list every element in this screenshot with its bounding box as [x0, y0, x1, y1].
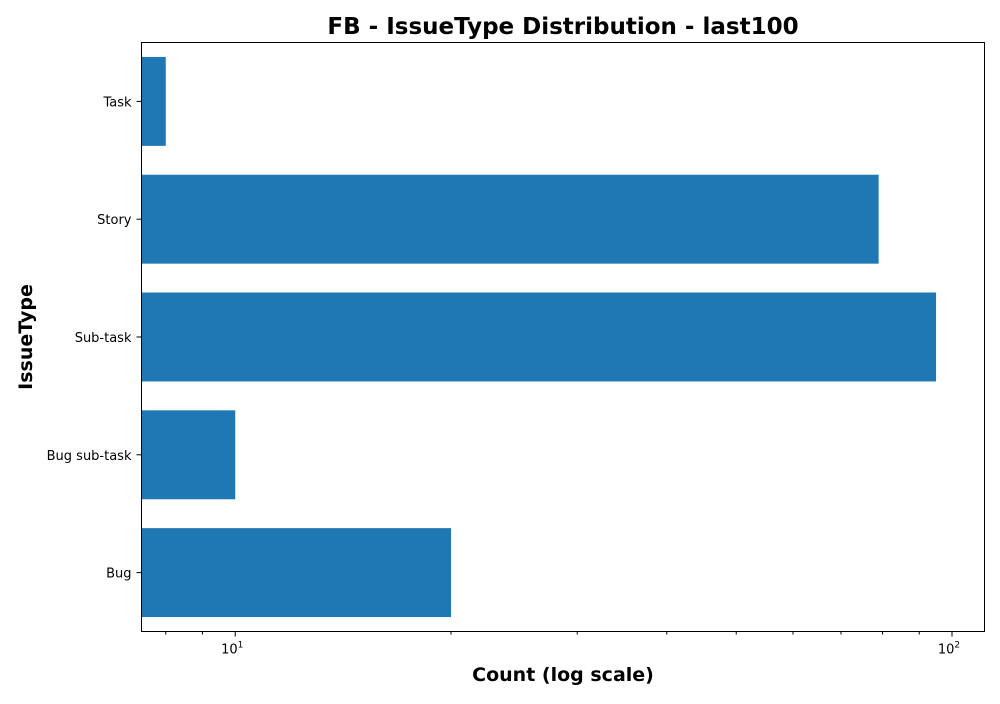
bar-bug-sub-task	[141, 410, 236, 500]
x-tick-label-exponent: 1	[238, 641, 244, 651]
chart-title: FB - IssueType Distribution - last100	[327, 14, 798, 40]
x-tick-label-base: 10	[221, 643, 238, 658]
x-tick-label-base: 10	[938, 643, 955, 658]
y-tick-label-story: Story	[97, 213, 132, 228]
bar-story	[141, 174, 879, 264]
y-tick-label-bug-sub-task: Bug sub-task	[47, 449, 132, 464]
y-tick-label-sub-task: Sub-task	[75, 331, 132, 346]
x-axis-label: Count (log scale)	[472, 664, 654, 686]
x-tick-label-exponent: 2	[954, 641, 960, 651]
bar-task	[141, 56, 166, 146]
y-axis-label: IssueType	[15, 284, 37, 390]
bar-sub-task	[141, 292, 937, 382]
bars-layer	[141, 56, 937, 618]
x-tick-label: 102	[938, 641, 960, 658]
y-axis-ticks: Bug Bug sub-task Sub-task Story Task	[47, 95, 142, 582]
bar-bug	[141, 528, 452, 618]
x-tick-label: 101	[221, 641, 243, 658]
y-tick-label-task: Task	[102, 95, 132, 110]
x-axis-ticks: 101 102	[165, 631, 960, 658]
y-tick-label-bug: Bug	[106, 567, 131, 582]
